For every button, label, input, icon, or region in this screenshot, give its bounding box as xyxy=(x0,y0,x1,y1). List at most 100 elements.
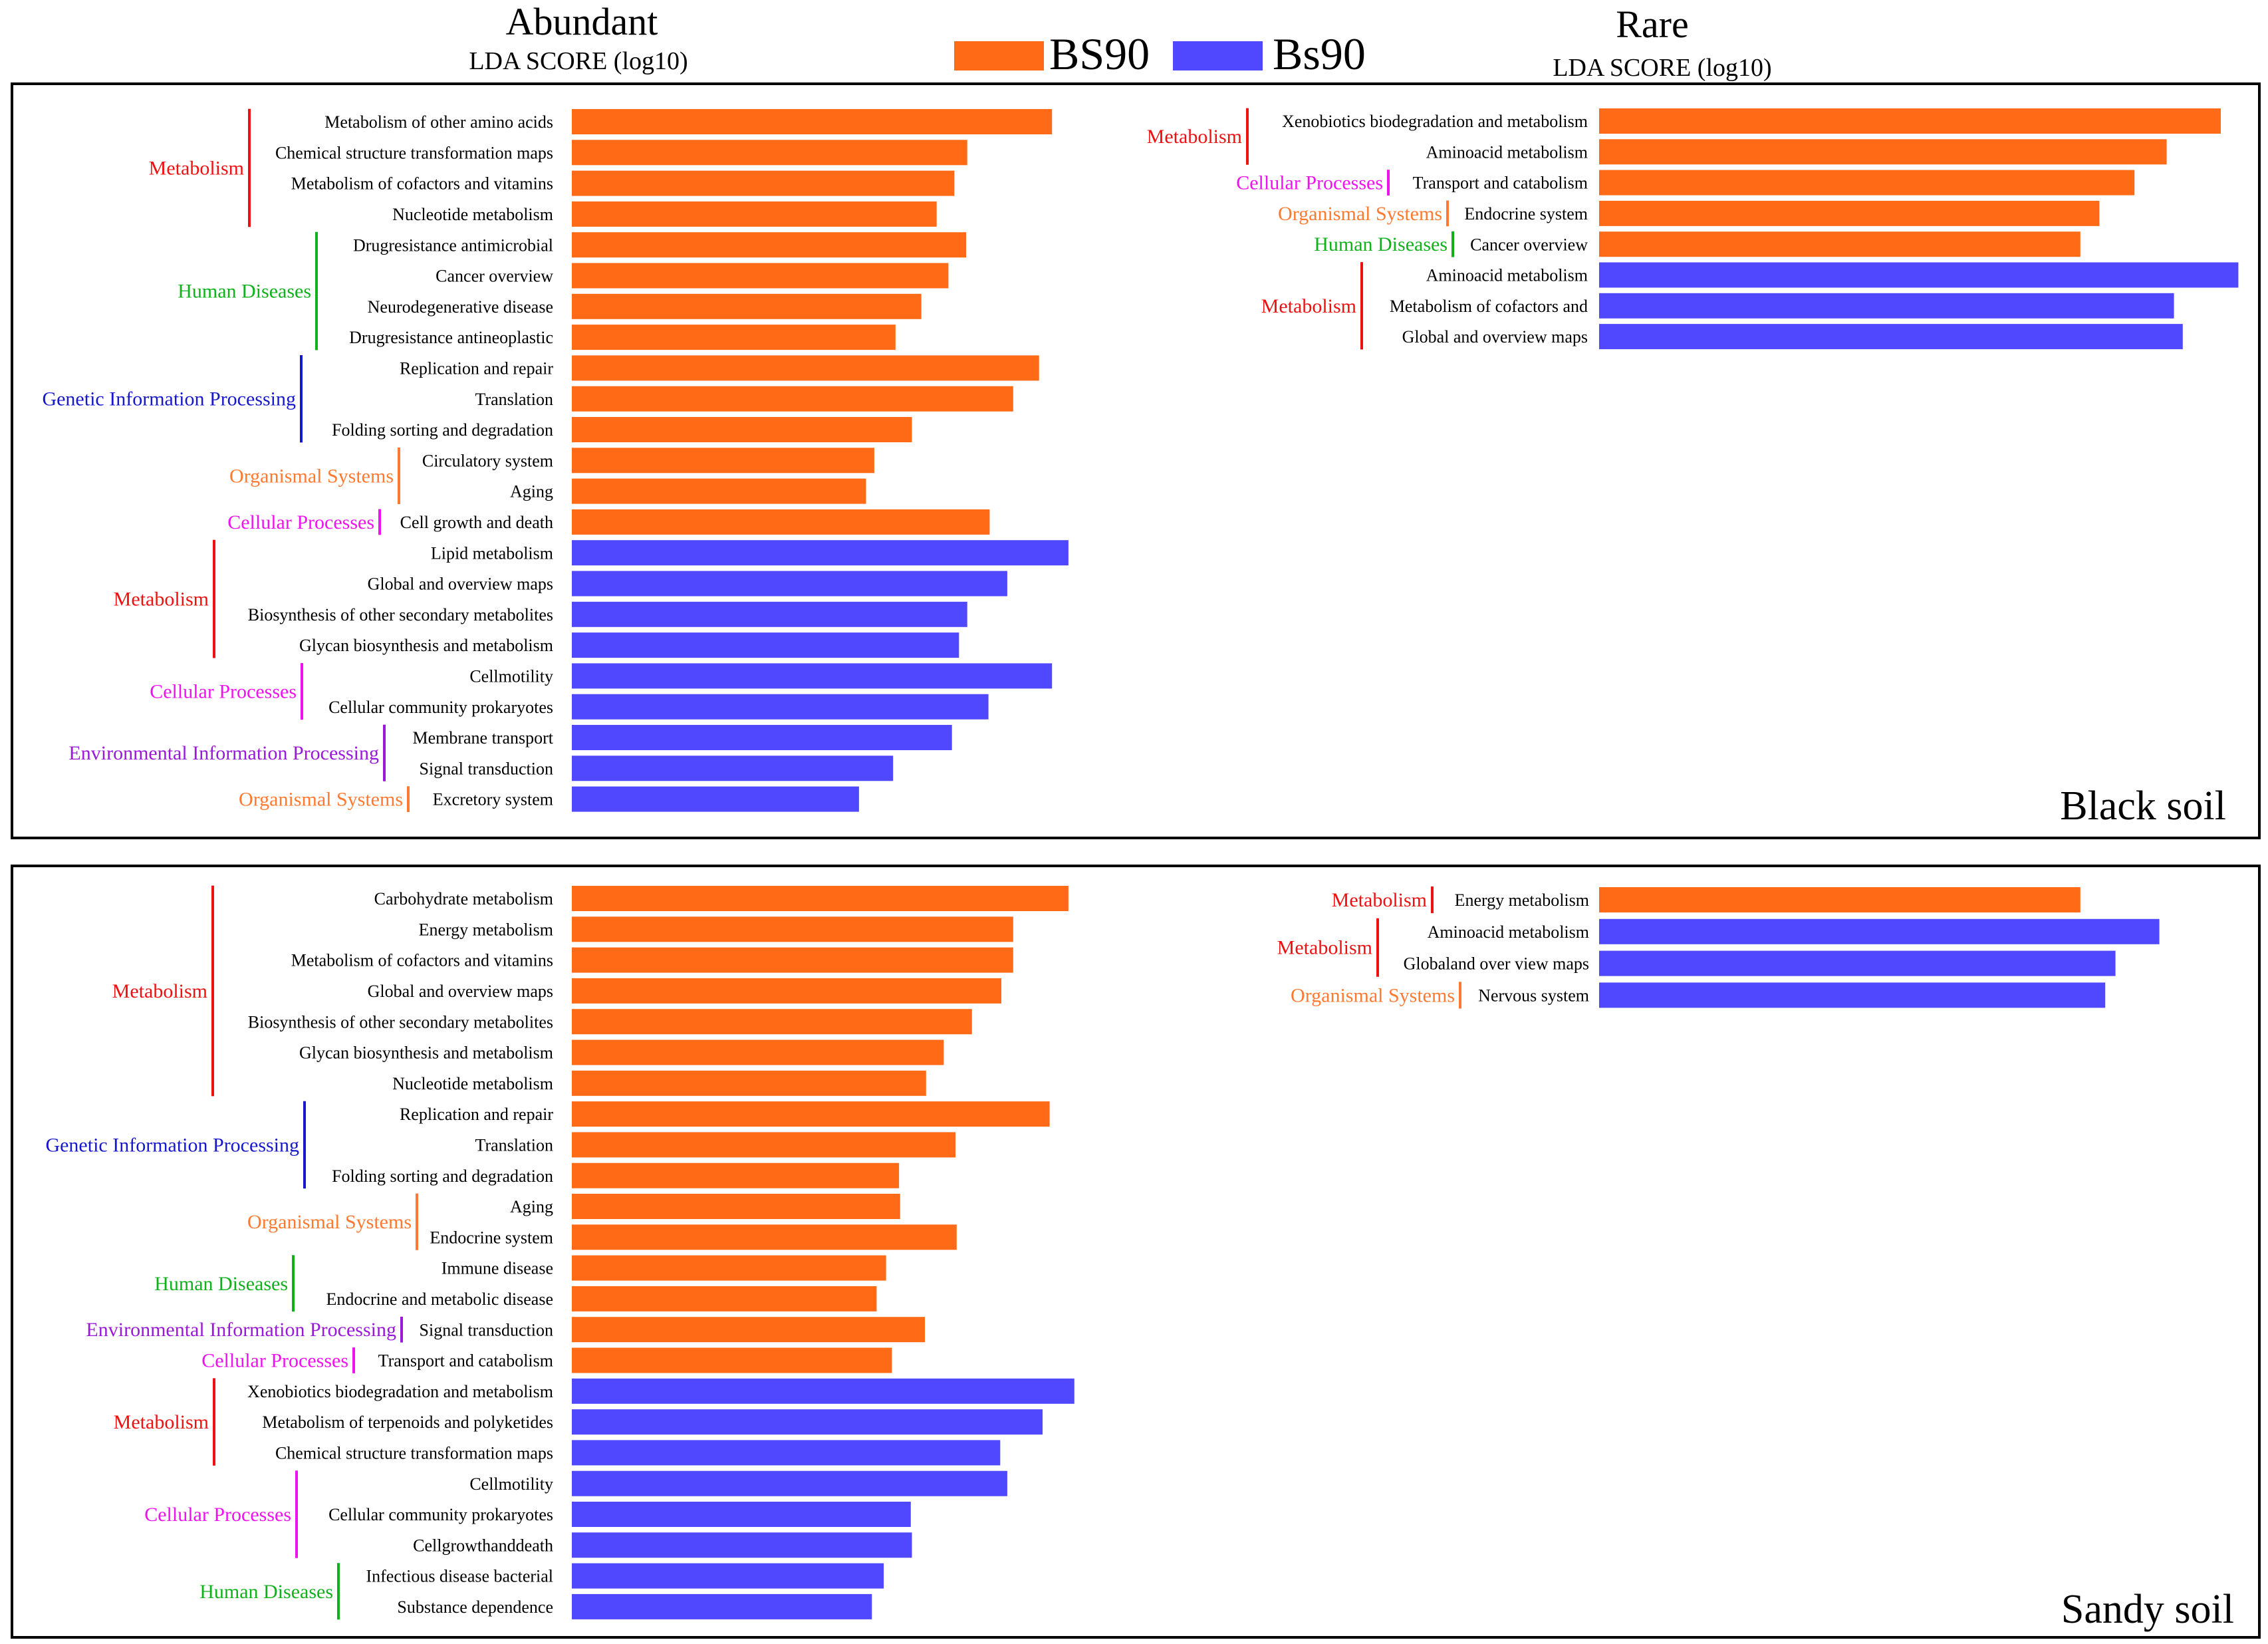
sandy-soil-label: Sandy soil xyxy=(2061,1587,2234,1632)
bar xyxy=(1599,324,2183,350)
bar-label: Circulatory system xyxy=(422,451,553,470)
bar xyxy=(572,478,866,504)
category-bracket-label: Cellular Processes xyxy=(201,1350,348,1372)
bar xyxy=(572,886,1069,911)
category-bracket-label: Metabolism xyxy=(149,157,244,179)
bar xyxy=(1599,262,2239,288)
bar-label: Aminoacid metabolism xyxy=(1426,266,1588,285)
bar-label: Aging xyxy=(510,482,553,501)
bar-label: Cellular community prokaryotes xyxy=(328,698,553,717)
bar xyxy=(572,601,967,627)
bar xyxy=(572,232,966,258)
bar xyxy=(572,263,949,289)
category-bracket-label: Metabolism xyxy=(112,980,207,1002)
category-bracket-label: Environmental Information Processing xyxy=(86,1319,396,1341)
bar-label: Transport and catabolism xyxy=(378,1351,553,1371)
bar xyxy=(572,1347,892,1373)
bar-label: Cell growth and death xyxy=(400,513,553,532)
bar xyxy=(572,540,1069,566)
bar-label: Metabolism of cofactors and xyxy=(1390,297,1588,316)
bar-label: Membrane transport xyxy=(412,728,553,748)
rare-title: Rare xyxy=(1616,3,1689,46)
category-bracket-label: Metabolism xyxy=(1261,295,1356,317)
bar xyxy=(572,1470,1007,1496)
bar xyxy=(572,1378,1074,1404)
bar-label: Substance dependence xyxy=(397,1597,553,1617)
black-soil-panel xyxy=(11,82,2261,839)
bar-label: Metabolism of other amino acids xyxy=(324,112,553,132)
bar xyxy=(572,1563,884,1589)
bar-label: Biosynthesis of other secondary metaboli… xyxy=(248,605,553,624)
bar xyxy=(572,725,952,750)
sandy-soil-panel xyxy=(11,865,2261,1639)
bar xyxy=(1599,918,2160,944)
bar xyxy=(572,1224,957,1250)
category-bracket-label: Human Diseases xyxy=(154,1273,288,1295)
category-bracket-label: Organismal Systems xyxy=(239,789,403,811)
category-bracket-label: Genetic Information Processing xyxy=(42,388,296,410)
bar-label: Endocrine system xyxy=(1464,204,1588,223)
legend-swatch-bs90-lower xyxy=(1173,41,1263,70)
chart-black-soil-rare: Xenobiotics biodegradation and metabolis… xyxy=(1147,108,2239,350)
bar xyxy=(1599,950,2116,976)
charts-layer: Metabolism of other amino acids Chemical … xyxy=(42,108,2239,1620)
category-bracket-label: Cellular Processes xyxy=(150,681,297,703)
bar xyxy=(572,1039,944,1065)
bar-label: Drugresistance antimicrobial xyxy=(353,235,553,255)
category-bracket-label: Metabolism xyxy=(1277,937,1372,959)
bar-label: Translation xyxy=(475,390,554,409)
bar-label: Chemical structure transformation maps xyxy=(275,143,553,162)
rare-xlabel: LDA SCORE (log10) xyxy=(1553,54,1771,82)
category-bracket-label: Cellular Processes xyxy=(227,511,374,533)
bar xyxy=(572,947,1013,973)
bar-label: Replication and repair xyxy=(400,359,553,378)
bar-label: Cellular community prokaryotes xyxy=(328,1505,553,1524)
category-bracket-label: Human Diseases xyxy=(199,1581,333,1603)
chart-sandy-soil-rare: Energy metabolism Aminoacid metabolism Glo… xyxy=(1277,886,2160,1009)
chart-sandy-soil-abundant: Carbohydrate metabolism Energy metabolism… xyxy=(45,885,1074,1620)
bar-label: Nervous system xyxy=(1478,986,1589,1006)
bar xyxy=(572,325,896,350)
bar-label: Translation xyxy=(475,1136,554,1155)
bar-label: Replication and repair xyxy=(400,1105,553,1124)
bar-label: Xenobiotics biodegradation and metabolis… xyxy=(1282,112,1588,131)
bar-label: Folding sorting and degradation xyxy=(332,1166,553,1186)
bar-label: Aminoacid metabolism xyxy=(1428,922,1589,942)
bar xyxy=(572,1194,900,1219)
bar-label: Energy metabolism xyxy=(1455,890,1589,910)
bar-label: Neurodegenerative disease xyxy=(368,297,553,317)
bar-label: Lipid metabolism xyxy=(431,543,553,563)
bar xyxy=(572,201,937,227)
legend-label-bs90-lower: Bs90 xyxy=(1273,29,1366,79)
bar xyxy=(572,1070,926,1096)
category-bracket-label: Genetic Information Processing xyxy=(45,1134,299,1156)
bar xyxy=(572,755,894,781)
bar-label: Folding sorting and degradation xyxy=(332,420,553,440)
category-bracket-label: Metabolism xyxy=(1332,889,1427,911)
bar-label: Endocrine system xyxy=(430,1228,553,1247)
bar xyxy=(572,1317,925,1343)
bar-label: Glycan biosynthesis and metabolism xyxy=(299,636,553,655)
bar xyxy=(572,170,955,196)
bar-label: Carbohydrate metabolism xyxy=(374,889,553,908)
bar-label: Immune disease xyxy=(441,1259,553,1278)
legend: BS90 Bs90 xyxy=(954,29,1366,79)
abundant-xlabel: LDA SCORE (log10) xyxy=(469,47,688,75)
category-bracket-label: Cellular Processes xyxy=(144,1504,291,1526)
bar xyxy=(572,663,1053,689)
category-bracket-label: Metabolism xyxy=(114,1411,209,1433)
bar xyxy=(572,1593,872,1619)
legend-swatch-bs90-upper xyxy=(954,41,1044,70)
bar xyxy=(572,1502,911,1527)
category-bracket-label: Human Diseases xyxy=(178,281,311,303)
bar xyxy=(1599,108,2221,134)
bar xyxy=(1599,231,2080,257)
bar xyxy=(1599,293,2174,319)
bar-label: Infectious disease bacterial xyxy=(366,1567,553,1586)
bar-label: Cellgrowthanddeath xyxy=(413,1536,553,1555)
bar-label: Excretory system xyxy=(433,790,553,809)
bar xyxy=(1599,170,2135,196)
bar xyxy=(572,1255,886,1281)
black-soil-label: Black soil xyxy=(2060,783,2226,829)
